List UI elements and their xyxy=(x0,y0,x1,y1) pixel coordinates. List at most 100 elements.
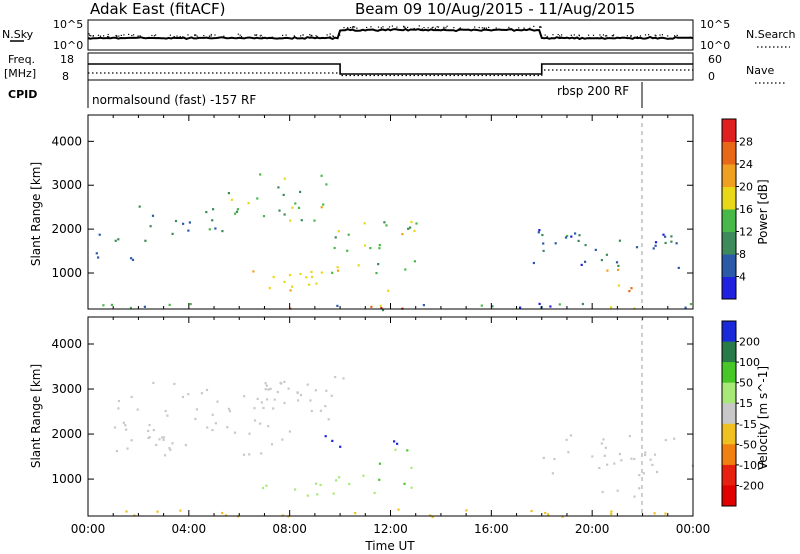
scatter-cell xyxy=(602,438,605,441)
nsearch-tick-top: 10^5 xyxy=(700,18,730,31)
scatter-cell xyxy=(598,466,601,470)
scatter-cell xyxy=(377,263,380,266)
scatter-cell xyxy=(221,511,224,515)
noise-search-point xyxy=(99,35,102,37)
colorbar-segment xyxy=(722,231,736,255)
colorbar-tick-label: 20 xyxy=(739,181,753,194)
scatter-cell xyxy=(558,303,561,306)
scatter-cell xyxy=(591,455,594,458)
scatter-cell xyxy=(147,436,150,440)
y-tick-label: 3000 xyxy=(51,382,82,396)
noise-search-point xyxy=(370,26,372,28)
noise-search-point xyxy=(405,27,407,30)
scatter-cell xyxy=(357,264,360,267)
scatter-cell xyxy=(233,431,237,434)
scatter-cell xyxy=(195,408,198,411)
colorbar-segment xyxy=(722,164,736,187)
x-tick-label: 08:00 xyxy=(272,522,307,536)
noise-search-point xyxy=(128,33,130,35)
scatter-cell xyxy=(664,512,667,515)
x-tick-label: 04:00 xyxy=(172,522,207,536)
scatter-cell xyxy=(310,270,313,273)
noise-search-point xyxy=(613,34,615,36)
noise-search-point xyxy=(179,35,181,38)
x-tick-label: 00:00 xyxy=(676,522,711,536)
scatter-cell xyxy=(227,192,230,195)
scatter-cell xyxy=(652,247,655,250)
noise-search-point xyxy=(377,26,380,28)
scatter-cell xyxy=(670,235,673,238)
power-scatter-cells xyxy=(95,173,692,312)
freq-tick-top: 18 xyxy=(60,53,74,66)
scatter-cell xyxy=(164,454,167,457)
scatter-cell xyxy=(542,249,545,252)
noise-search-point xyxy=(396,26,398,28)
scatter-cell xyxy=(235,210,239,213)
noise-search-point xyxy=(173,36,175,38)
scatter-cell xyxy=(564,236,568,239)
scatter-cell xyxy=(363,244,367,247)
colorbar-segment xyxy=(722,444,736,466)
scatter-cell xyxy=(662,233,665,236)
scatter-cell xyxy=(126,447,129,450)
scatter-cell xyxy=(227,407,231,410)
scatter-cell xyxy=(283,401,286,405)
scatter-cell xyxy=(283,213,286,216)
noise-search-point xyxy=(474,26,476,28)
scatter-cell xyxy=(635,246,639,249)
nsky-label: N.Sky xyxy=(2,28,34,41)
noise-search-point xyxy=(382,26,384,28)
scatter-cell xyxy=(617,284,620,287)
cpid-label: CPID xyxy=(8,88,37,101)
noise-search-point xyxy=(418,25,420,27)
scatter-cell xyxy=(144,239,147,242)
scatter-cell xyxy=(324,435,327,438)
scatter-cell xyxy=(519,306,522,309)
scatter-cell xyxy=(281,438,284,441)
scatter-cell xyxy=(574,232,577,235)
scatter-cell xyxy=(322,203,325,206)
scatter-cell xyxy=(270,443,274,446)
scatter-cell xyxy=(206,426,209,429)
noise-search-point xyxy=(92,35,94,37)
scatter-cell xyxy=(314,389,317,392)
colorbar-segment xyxy=(722,186,736,210)
scatter-cell xyxy=(354,512,357,515)
noise-search-dots xyxy=(88,25,692,38)
scatter-cell xyxy=(166,414,169,417)
scatter-cell xyxy=(253,419,257,422)
scatter-cell xyxy=(565,438,568,441)
noise-search-point xyxy=(604,35,607,37)
noise-search-point xyxy=(413,27,415,30)
noise-search-point xyxy=(300,35,302,37)
scatter-cell xyxy=(584,244,587,247)
noise-search-point xyxy=(194,34,196,36)
scatter-cell xyxy=(378,244,381,247)
noise-search-point xyxy=(97,34,100,36)
colorbar-tick-label: 200 xyxy=(739,336,760,349)
scatter-cell xyxy=(228,410,232,413)
scatter-cell xyxy=(155,443,158,447)
noise-search-point xyxy=(354,26,356,28)
scatter-cell xyxy=(664,439,667,442)
scatter-cell xyxy=(114,239,117,242)
scatter-cell xyxy=(628,435,631,438)
colorbar-segment xyxy=(722,362,736,384)
scatter-cell xyxy=(311,275,314,279)
noise-search-point xyxy=(315,35,317,37)
scatter-cell xyxy=(664,241,667,245)
scatter-cell xyxy=(122,421,125,424)
noise-search-point xyxy=(339,34,341,36)
noise-search-point xyxy=(437,26,440,28)
scatter-cell xyxy=(319,483,322,487)
scatter-cell xyxy=(630,457,633,460)
colorbar-tick-label: 15 xyxy=(739,397,753,410)
noise-search-point xyxy=(151,34,153,37)
scatter-cell xyxy=(338,476,341,479)
x-tick-label: 00:00 xyxy=(71,522,106,536)
noise-search-point xyxy=(661,34,663,36)
scatter-cell xyxy=(299,393,303,397)
scatter-cell xyxy=(630,287,633,290)
scatter-cell xyxy=(247,202,250,205)
